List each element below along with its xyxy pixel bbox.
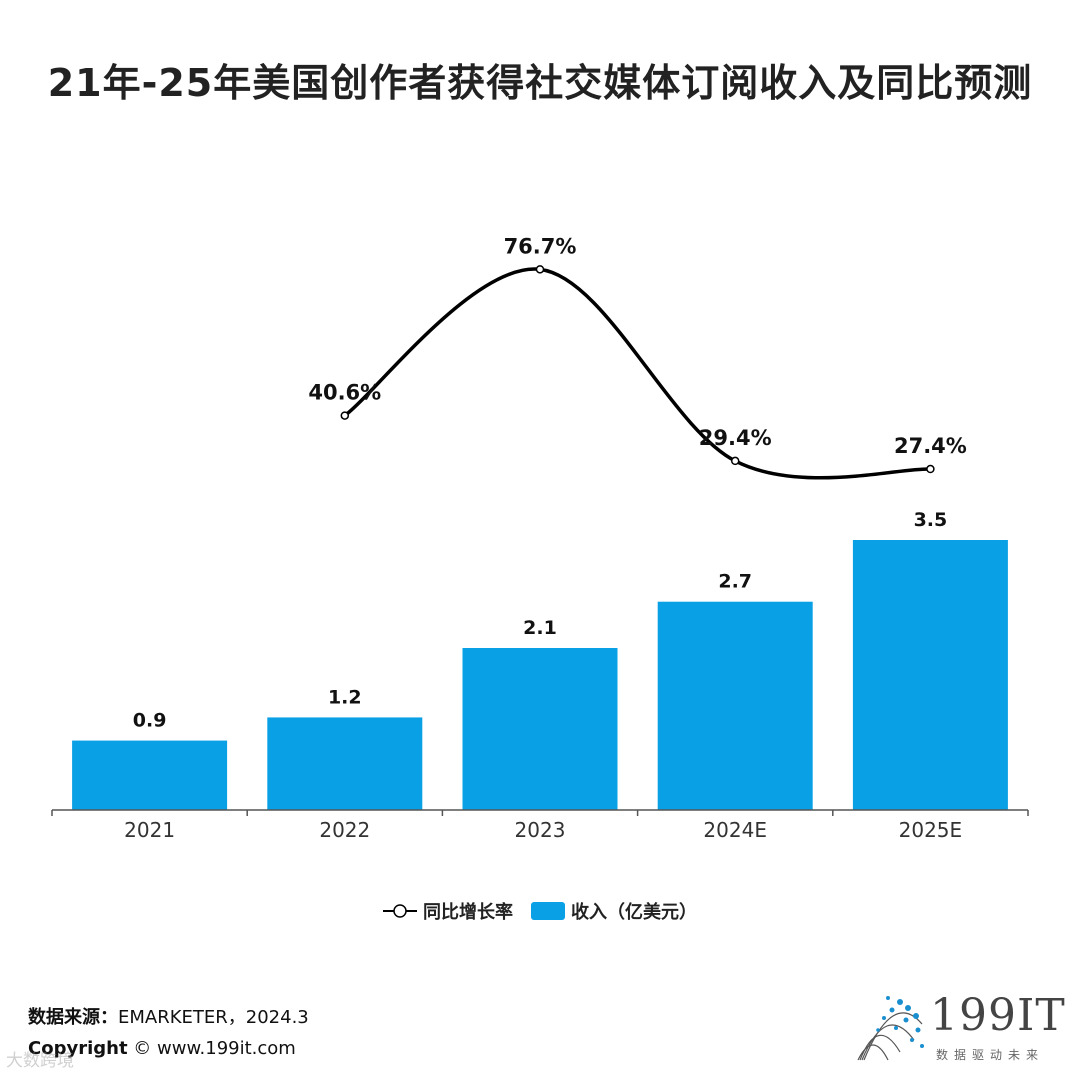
bar-value-label-2022: 1.2 xyxy=(328,686,362,708)
bar-2022[interactable] xyxy=(267,717,423,810)
growth-point-2025E[interactable] xyxy=(926,464,935,474)
growth-label-2023: 76.7% xyxy=(504,234,577,258)
growth-label-2024E: 29.4% xyxy=(699,426,772,450)
logo-slogan: 数据驱动未来 xyxy=(936,1048,1045,1062)
growth-point-2024E[interactable] xyxy=(730,456,740,466)
logo-icon xyxy=(857,996,924,1061)
bar-2021[interactable] xyxy=(72,740,228,810)
source-value: EMARKETER，2024.3 xyxy=(118,1007,309,1028)
bar-value-label-2024E: 2.7 xyxy=(718,571,752,593)
x-tick-label-2024E: 2024E xyxy=(703,818,767,842)
copyright: Copyright © www.199it.com xyxy=(28,1038,296,1059)
x-tick-label-2021: 2021 xyxy=(124,818,175,842)
legend: 同比增长率 收入（亿美元） xyxy=(0,898,1080,924)
bar-2025E[interactable] xyxy=(852,540,1008,810)
bar-value-label-2023: 2.1 xyxy=(523,617,557,639)
logo-brand: 199IT xyxy=(930,990,1066,1041)
copyright-value: © www.199it.com xyxy=(133,1038,296,1059)
legend-item-bar[interactable]: 收入（亿美元） xyxy=(531,898,697,924)
x-tick-label-2023: 2023 xyxy=(515,818,566,842)
growth-rate-line xyxy=(343,267,931,480)
logo[interactable]: 199IT 数据驱动未来 xyxy=(848,990,1068,1070)
growth-label-2025E: 27.4% xyxy=(894,434,967,458)
legend-item-line[interactable]: 同比增长率 xyxy=(383,898,513,924)
growth-label-2022: 40.6% xyxy=(308,381,381,405)
legend-bar-swatch xyxy=(531,902,565,920)
source-label: 数据来源： xyxy=(28,1007,118,1028)
copyright-label: Copyright xyxy=(28,1038,128,1059)
bar-2024E[interactable] xyxy=(657,601,813,810)
data-source: 数据来源：EMARKETER，2024.3 xyxy=(28,1003,309,1029)
chart-title: 21年-25年美国创作者获得社交媒体订阅收入及同比预测 xyxy=(47,61,1033,105)
x-tick-label-2022: 2022 xyxy=(319,818,370,842)
chart-area: 0.9 1.2 2.1 2.7 3.5 2021 2022 2023 2024E 2025E 40.… xyxy=(51,234,1029,842)
legend-bar-label: 收入（亿美元） xyxy=(571,902,697,923)
legend-line-label: 同比增长率 xyxy=(423,902,513,923)
bar-2023[interactable] xyxy=(462,648,618,810)
growth-point-2023[interactable] xyxy=(535,265,545,274)
legend-line-swatch xyxy=(383,904,417,918)
watermark: 大数跨境 xyxy=(6,1051,74,1071)
bar-value-label-2025E: 3.5 xyxy=(914,509,948,531)
bar-value-label-2021: 0.9 xyxy=(133,710,167,732)
x-tick-label-2025E: 2025E xyxy=(899,818,963,842)
growth-point-2022[interactable] xyxy=(340,411,350,420)
